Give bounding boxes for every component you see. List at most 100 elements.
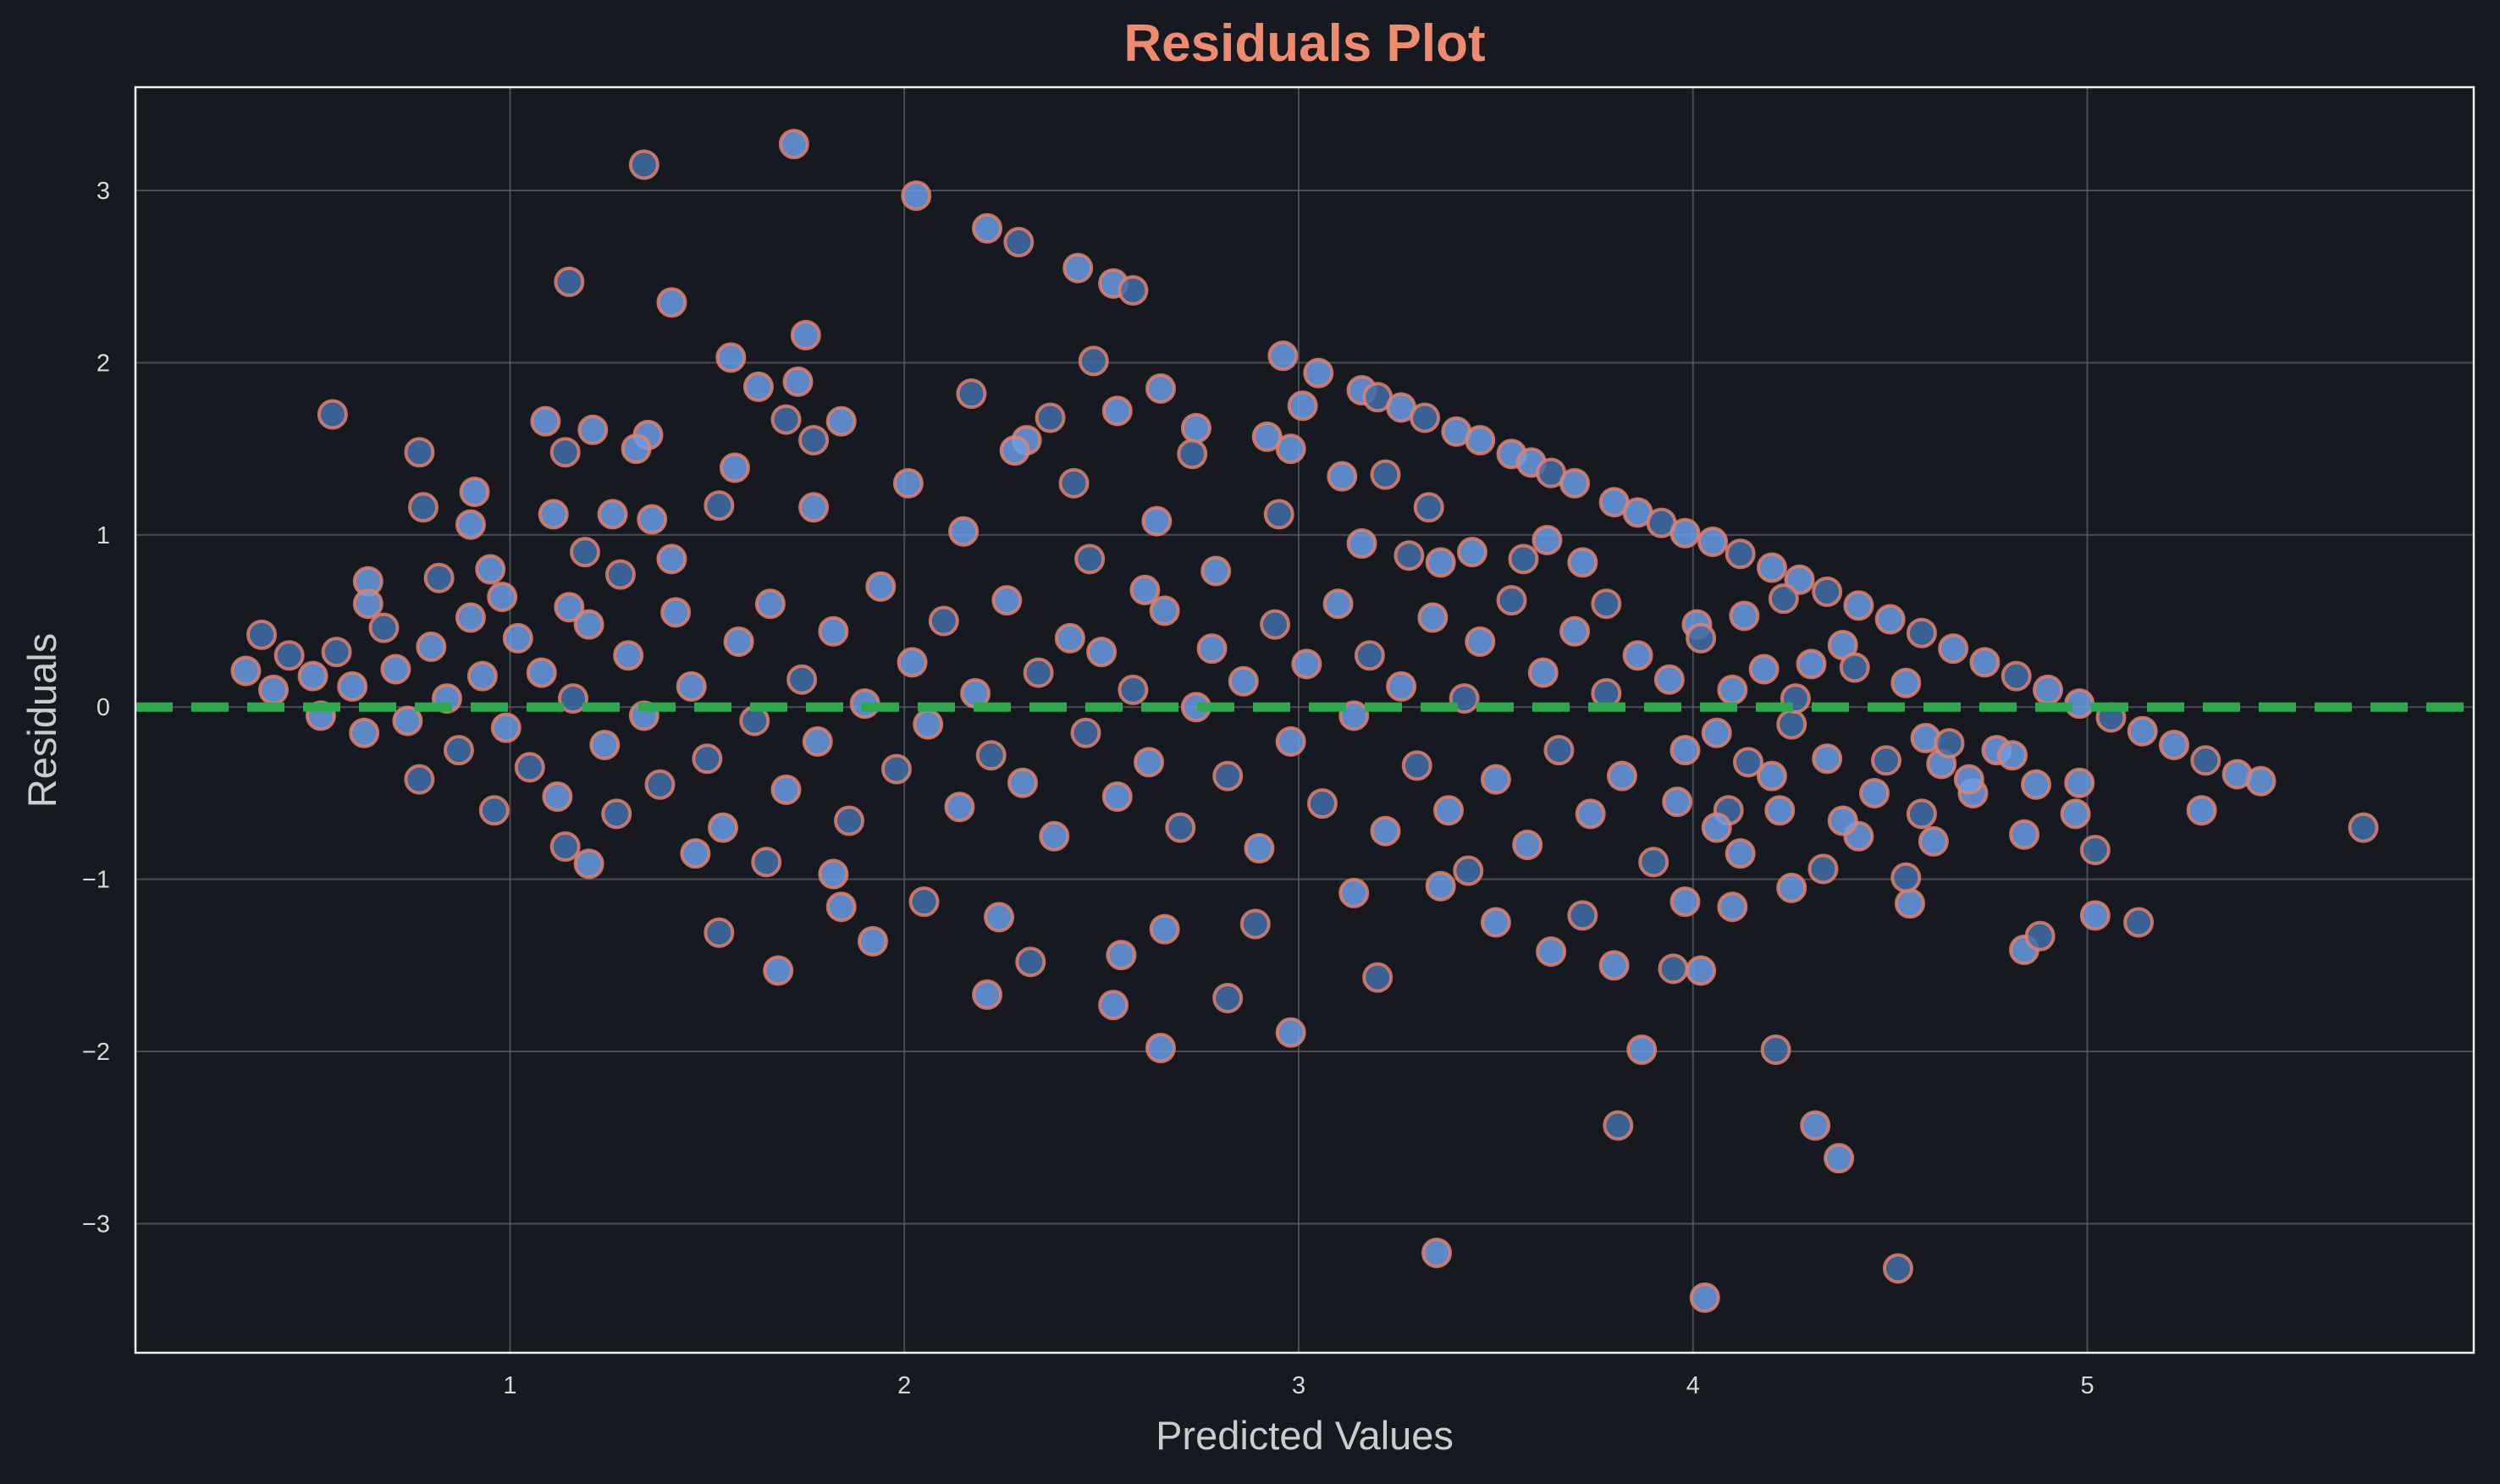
data-point	[1200, 555, 1232, 587]
data-point	[782, 366, 814, 397]
data-point	[913, 709, 944, 740]
data-point	[637, 504, 668, 535]
data-point	[751, 847, 782, 878]
data-point	[1239, 908, 1271, 940]
data-point	[475, 554, 506, 585]
data-point	[1362, 962, 1393, 993]
data-point	[1812, 743, 1843, 775]
data-point	[1070, 717, 1101, 748]
data-point	[1662, 786, 1693, 818]
data-point	[1134, 747, 1165, 778]
data-point	[1165, 812, 1196, 843]
data-point	[2001, 660, 2032, 692]
data-point	[1807, 853, 1839, 885]
data-point	[1212, 982, 1244, 1013]
data-point	[1421, 1238, 1453, 1269]
grid-layer	[135, 87, 2474, 1353]
data-point	[1531, 524, 1563, 555]
y-tick-label: 3	[97, 178, 110, 205]
data-point	[1559, 467, 1591, 499]
data-point	[1768, 583, 1799, 615]
data-point	[1393, 540, 1425, 571]
data-point	[2190, 745, 2221, 776]
data-point	[1386, 670, 1417, 702]
data-point	[1894, 888, 1925, 919]
data-point	[380, 654, 411, 685]
data-point	[1291, 648, 1322, 680]
data-point	[404, 437, 435, 468]
data-point	[1748, 654, 1780, 685]
y-tick-label: 2	[97, 350, 110, 377]
data-point	[948, 516, 980, 547]
data-point	[589, 729, 621, 760]
data-point	[1800, 1110, 1831, 1141]
data-point	[349, 717, 380, 748]
data-point	[1338, 700, 1370, 731]
y-tick-label: −1	[82, 867, 110, 894]
data-point	[991, 585, 1023, 616]
data-point	[538, 499, 569, 530]
y-tick-label: −3	[82, 1211, 110, 1238]
data-point	[880, 753, 912, 785]
data-point	[1086, 637, 1118, 668]
y-tick-label: −2	[82, 1039, 110, 1066]
data-point	[1035, 402, 1066, 433]
data-point	[676, 670, 707, 702]
data-point	[1118, 275, 1149, 306]
data-point	[680, 838, 711, 869]
data-point	[1149, 913, 1180, 945]
data-point	[1725, 838, 1756, 869]
data-point	[416, 632, 447, 663]
data-point	[1638, 847, 1669, 878]
data-point	[1433, 795, 1465, 826]
data-point	[1686, 622, 1717, 654]
data-point	[1101, 781, 1133, 813]
data-point	[1669, 886, 1701, 918]
data-point	[1890, 667, 1922, 698]
data-point	[526, 657, 557, 688]
data-point	[956, 378, 987, 410]
data-point	[2009, 819, 2040, 850]
data-point	[1575, 798, 1606, 830]
data-point	[1732, 747, 1763, 778]
data-point	[1118, 674, 1149, 705]
data-point	[1626, 1034, 1658, 1066]
x-tick-label: 2	[897, 1372, 911, 1399]
data-point	[1859, 777, 1890, 808]
data-point	[1906, 617, 1937, 648]
data-point	[1410, 402, 1441, 433]
data-point	[459, 476, 490, 507]
data-point	[258, 674, 290, 705]
data-point	[1906, 798, 1937, 830]
data-point	[1180, 412, 1211, 444]
data-point	[558, 683, 589, 714]
data-point	[1346, 528, 1377, 560]
data-point	[786, 664, 818, 695]
data-point	[597, 499, 628, 530]
data-point	[656, 543, 687, 575]
data-point	[613, 640, 644, 671]
data-point	[901, 180, 932, 212]
data-point	[2020, 769, 2051, 800]
data-point	[1567, 900, 1598, 931]
data-point	[1760, 1034, 1791, 1066]
data-point	[246, 619, 278, 650]
data-point	[2064, 767, 2095, 798]
data-point	[321, 637, 352, 668]
data-point	[1101, 395, 1133, 427]
data-point	[404, 764, 435, 795]
data-point	[692, 743, 723, 775]
chart-title: Residuals Plot	[1123, 14, 1485, 73]
data-point	[1890, 862, 1922, 893]
data-point	[1007, 767, 1038, 798]
data-point	[2348, 812, 2379, 843]
data-point	[1882, 1253, 1913, 1284]
data-point	[549, 437, 581, 468]
data-point	[1598, 950, 1630, 981]
data-point	[1327, 461, 1358, 492]
data-point	[1756, 552, 1787, 583]
data-point	[1689, 1282, 1720, 1313]
data-point	[337, 670, 368, 702]
data-point	[660, 597, 692, 628]
data-point	[763, 955, 794, 986]
